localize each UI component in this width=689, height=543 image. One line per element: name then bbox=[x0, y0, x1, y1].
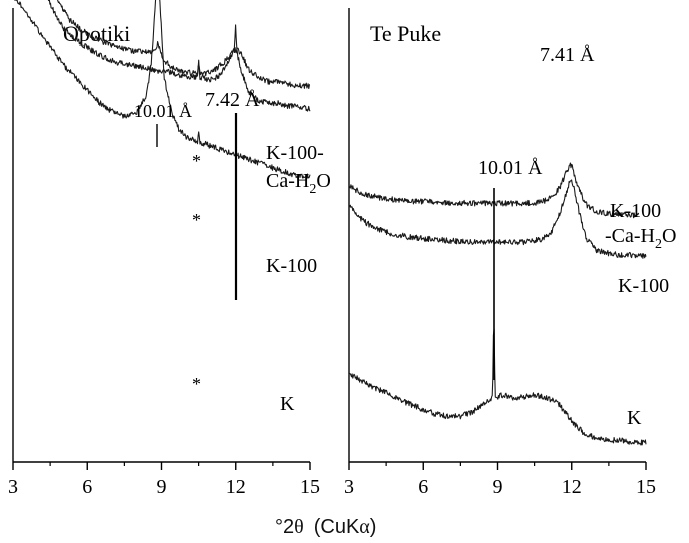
label-line: O bbox=[662, 225, 676, 247]
asterisk-marker-top: * bbox=[192, 151, 201, 171]
curve-label-k100-ca-h2o-opotiki: K-100- Ca-H2O bbox=[266, 142, 331, 197]
series-line-k bbox=[348, 328, 647, 446]
label-line: K-100- bbox=[266, 142, 324, 164]
subscript-2: 2 bbox=[309, 182, 316, 197]
label-line: K-100 bbox=[610, 200, 661, 222]
x-tick-label: 9 bbox=[157, 476, 167, 498]
asterisk-marker-middle: * bbox=[192, 210, 201, 230]
peak-label-10-01-opotiki: 10.01 Å bbox=[134, 101, 192, 121]
x-axis-title: °2θ (CuKα) bbox=[275, 516, 376, 538]
series-line-k-100 bbox=[47, 0, 311, 112]
curve-label-k100-opotiki: K-100 bbox=[266, 255, 317, 277]
tepuke-annotations: 10.01 Å 7.41 Å bbox=[478, 44, 595, 380]
x-tick-label: 15 bbox=[636, 476, 656, 498]
opotiki-series-group bbox=[14, 0, 311, 180]
x-title-alpha: α bbox=[359, 516, 370, 538]
x-title-paren: (CuK bbox=[314, 516, 360, 538]
x-tick-label: 6 bbox=[82, 476, 92, 498]
series-line-k-100 bbox=[348, 179, 647, 259]
peak-label-10-01-tepuke: 10.01 Å bbox=[478, 157, 543, 179]
x-tick-label: 9 bbox=[493, 476, 503, 498]
x-title-degree: °2 bbox=[275, 516, 294, 538]
x-tick-label: 12 bbox=[562, 476, 582, 498]
opotiki-annotations: 10.01 Å 7.42 Å * * * bbox=[134, 89, 260, 394]
label-line: Ca-H bbox=[266, 170, 309, 192]
opotiki-x-ticks: 3 6 9 12 15 bbox=[8, 462, 320, 498]
panel-title-opotiki: Opotiki bbox=[63, 21, 130, 46]
peak-label-7-42-opotiki: 7.42 Å bbox=[205, 89, 260, 111]
tepuke-series-group bbox=[348, 162, 647, 446]
curve-label-k100-tepuke: K-100 bbox=[618, 275, 669, 297]
panel-te-puke: Te Puke 3 6 9 12 15 10.01 Å 7.41 Å K-100 -Ca… bbox=[344, 8, 676, 498]
tepuke-x-ticks: 3 6 9 12 15 bbox=[344, 462, 656, 498]
label-line: O bbox=[316, 170, 330, 192]
x-tick-label: 6 bbox=[418, 476, 428, 498]
x-tick-label: 3 bbox=[344, 476, 354, 498]
tepuke-curve-labels: K-100 -Ca-H2O K-100 K bbox=[605, 200, 676, 429]
curve-label-k-tepuke: K bbox=[627, 407, 642, 429]
asterisk-marker-bottom: * bbox=[192, 374, 201, 394]
x-title-theta: θ bbox=[294, 516, 304, 538]
x-tick-label: 3 bbox=[8, 476, 18, 498]
x-tick-label: 12 bbox=[226, 476, 246, 498]
panel-opotiki: Opotiki 3 6 9 12 15 10.01 Å 7.42 Å * * * K-1… bbox=[8, 0, 331, 498]
series-line-k bbox=[14, 0, 311, 180]
opotiki-curve-labels: K-100- Ca-H2O K-100 K bbox=[266, 142, 331, 415]
label-line: -Ca-H bbox=[605, 225, 655, 247]
subscript-2: 2 bbox=[655, 237, 662, 252]
panel-title-te-puke: Te Puke bbox=[370, 21, 441, 46]
curve-label-k100-ca-h2o-tepuke: K-100 -Ca-H2O bbox=[605, 200, 676, 252]
curve-label-k-opotiki: K bbox=[280, 393, 295, 415]
series-line-k-100-ca-h2o bbox=[57, 0, 311, 90]
x-title-close: ) bbox=[370, 516, 377, 538]
peak-label-7-41-tepuke: 7.41 Å bbox=[540, 44, 595, 66]
x-tick-label: 15 bbox=[300, 476, 320, 498]
